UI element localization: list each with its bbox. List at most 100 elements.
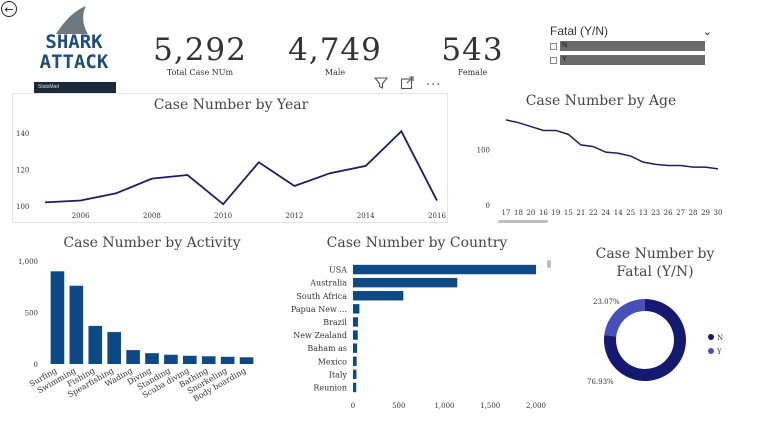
fatal-donut-visual[interactable]: Case Number by Fatal (Y/N) 76.93% 23.07% N… xyxy=(570,243,756,423)
chart-title: Case Number by Year xyxy=(153,97,309,113)
bar xyxy=(353,356,357,366)
vertical-scrollbar xyxy=(547,260,551,268)
back-arrow-icon: ← xyxy=(4,2,14,16)
kpi-label: Total Case NUm xyxy=(166,68,234,77)
bar xyxy=(201,356,216,364)
bar xyxy=(145,353,159,364)
back-button[interactable]: ← xyxy=(1,1,17,17)
y-tick-label: USA xyxy=(329,266,347,275)
kpi-value: 5,292 xyxy=(153,32,247,68)
year-chart-visual[interactable]: Case Number by Year 100 120 140 2006 2008 201… xyxy=(12,93,448,223)
slicer-option-label: Y xyxy=(560,55,705,65)
y-tick-label: 140 xyxy=(16,130,29,138)
more-options-icon[interactable]: ··· xyxy=(426,77,442,93)
slicer-option-y[interactable]: Y xyxy=(550,54,712,66)
x-tick-label: 17 xyxy=(502,209,511,217)
filter-icon[interactable] xyxy=(373,76,389,94)
bar xyxy=(50,271,65,364)
shark-fin-icon xyxy=(56,6,88,34)
x-tick-label: 1,500 xyxy=(480,402,500,410)
y-tick-label: South Africa xyxy=(296,292,347,301)
legend-marker xyxy=(708,334,714,340)
chart-title: Case Number by Country xyxy=(326,235,508,251)
chevron-down-icon[interactable]: ⌄ xyxy=(702,24,712,38)
x-tick-label: 19 xyxy=(551,209,560,217)
bar xyxy=(353,317,359,327)
y-tick-label: 500 xyxy=(25,310,38,318)
x-tick-label: 23 xyxy=(651,209,660,217)
x-tick-label: 500 xyxy=(392,402,405,410)
country-bar-chart: USA Australia South Africa Papua New ... Bra… xyxy=(291,260,551,410)
y-tick-label: 0 xyxy=(486,202,490,210)
x-tick-label: 2012 xyxy=(286,212,304,220)
y-tick-label: Brazil xyxy=(323,318,347,327)
y-tick-label: Reunion xyxy=(313,383,347,392)
x-tick-label: 24 xyxy=(601,209,610,217)
y-tick-label: Baham as xyxy=(307,344,347,353)
y-tick-label: 1,000 xyxy=(18,258,38,266)
bar xyxy=(107,332,121,364)
bar xyxy=(353,343,358,353)
bar xyxy=(220,356,235,364)
logo-footer: StatsMarl xyxy=(38,84,60,90)
slicer-title: Fatal (Y/N) xyxy=(550,24,609,38)
bar xyxy=(353,330,358,340)
activity-chart-visual[interactable]: Case Number by Activity 0 500 1,000 Surfing… xyxy=(12,232,274,422)
x-tick-label: 2010 xyxy=(214,212,232,220)
year-line-chart: 100 120 140 2006 2008 2010 2012 2014 2016 xyxy=(16,129,446,220)
x-tick-label: 30 xyxy=(714,209,723,217)
bar xyxy=(88,325,103,364)
x-tick-label: 2014 xyxy=(357,212,375,220)
bar xyxy=(353,369,357,380)
country-chart-visual[interactable]: Case Number by Country USA Australia South… xyxy=(282,232,554,422)
chart-title: Case Number by Activity xyxy=(63,235,241,251)
x-tick-label: 21 xyxy=(576,209,585,217)
kpi-value: 4,749 xyxy=(288,32,382,68)
x-tick-label: 13 xyxy=(639,209,648,217)
focus-mode-icon[interactable] xyxy=(400,76,414,94)
x-tick-label: 2008 xyxy=(143,212,161,220)
chart-title: Case Number by Age xyxy=(525,93,677,109)
fatal-donut-chart: 76.93% 23.07% NY xyxy=(587,298,723,386)
age-chart-visual[interactable]: Case Number by Age 0 100 17 18 20 16 19 15 21 22 2… xyxy=(456,90,756,225)
checkbox[interactable] xyxy=(550,56,557,64)
y-tick-label: Australia xyxy=(309,279,347,288)
x-tick-label: 29 xyxy=(701,209,710,217)
x-tick-label: 28 xyxy=(689,209,698,217)
y-tick-label: Italy xyxy=(329,370,348,379)
x-tick-label: 22 xyxy=(589,209,598,217)
slicer-header[interactable]: Fatal (Y/N) ⌄ xyxy=(550,23,712,39)
series-line xyxy=(44,129,438,206)
y-tick-label: Mexico xyxy=(318,357,347,366)
bar xyxy=(353,304,360,314)
donut-slice xyxy=(604,299,645,337)
legend-label: Y xyxy=(716,348,722,356)
x-tick-label: 2,000 xyxy=(526,402,546,410)
x-tick-label: 2016 xyxy=(428,212,446,220)
age-line-chart: 0 100 17 18 20 16 19 15 21 22 24 14 25 13 23 26 27 28 29 30 xyxy=(477,119,723,223)
slicer-option-n[interactable]: N xyxy=(550,40,712,52)
activity-bar-chart: 05001,000SurfingSwimmingFishingSpearfish… xyxy=(18,258,254,403)
y-tick-label: 120 xyxy=(16,167,29,175)
checkbox[interactable] xyxy=(550,42,557,50)
x-tick-label: 26 xyxy=(664,209,673,217)
y-tick-label: Papua New ... xyxy=(291,305,347,314)
x-tick-label: 2006 xyxy=(72,212,90,220)
bar xyxy=(126,350,140,364)
legend-marker xyxy=(708,348,714,354)
bar xyxy=(353,264,536,275)
bar xyxy=(353,277,458,288)
fatal-slicer: Fatal (Y/N) ⌄ N Y xyxy=(550,23,712,66)
kpi-female: 543 Female xyxy=(425,32,520,77)
x-tick-label: 1,000 xyxy=(434,402,454,410)
slicer-option-label: N xyxy=(560,41,705,51)
bar xyxy=(239,357,254,364)
slice-label: 23.07% xyxy=(593,298,620,306)
kpi-male: 4,749 Male xyxy=(285,32,385,77)
y-tick-label: New Zealand xyxy=(293,331,347,340)
x-tick-label: 20 xyxy=(526,209,535,217)
kpi-label: Female xyxy=(457,68,488,77)
x-tick-label: 0 xyxy=(351,402,355,410)
x-tick-label: 16 xyxy=(539,209,548,217)
bar xyxy=(353,382,357,393)
